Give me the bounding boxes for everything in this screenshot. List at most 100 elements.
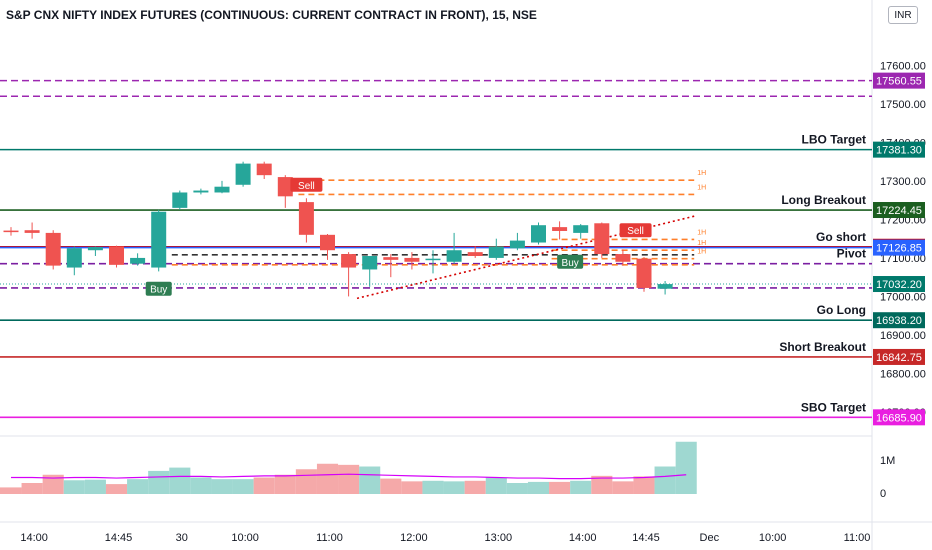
candle-body [488, 246, 504, 258]
candle-body [467, 252, 483, 256]
candle [467, 246, 483, 258]
volume-bar [675, 441, 697, 494]
volume-bar [422, 480, 444, 494]
time-tick-label: 14:45 [105, 532, 133, 544]
volume-bar [443, 481, 465, 494]
price-badge [873, 72, 925, 89]
volume-bar [591, 475, 613, 494]
level-name: Short Breakout [779, 340, 866, 354]
time-axis: 14:00 14:45 30 10:00 11:00 12:00 13:00 14:00 14:… [20, 532, 870, 544]
volume-bar [169, 467, 191, 494]
volume-bar [506, 483, 528, 494]
volume-bar [0, 487, 22, 494]
sell-signal-box [290, 177, 323, 192]
volume-bar [612, 481, 634, 494]
candle [130, 253, 146, 266]
candle [193, 188, 209, 195]
candle-body [657, 284, 673, 289]
price-badge-label: 16842.75 [876, 352, 922, 364]
candle [151, 209, 167, 272]
session-level-tag: 1H [697, 184, 706, 191]
volume-bar [380, 478, 402, 494]
volume-bar [63, 480, 85, 494]
candle [509, 232, 525, 251]
volume-bar [105, 484, 128, 494]
candle-body [341, 254, 357, 268]
volume-bar [295, 469, 317, 494]
candle [615, 249, 631, 266]
price-badge-label: 17126.85 [876, 243, 922, 255]
volume-ma-line [11, 473, 687, 480]
candle-body [573, 225, 589, 233]
time-tick-label: 14:45 [632, 532, 660, 544]
level-labels: 17560.55 LBO Target 17381.30 Long Breakout 1… [779, 72, 925, 426]
session-level-tag: 1H [697, 229, 706, 236]
level-name: Go Long [817, 303, 866, 317]
price-badge-label: 17224.45 [876, 205, 922, 217]
price-badge [873, 276, 925, 293]
candle-body [552, 227, 568, 231]
price-badge-label: 16938.20 [876, 315, 922, 327]
volume-bar [84, 479, 106, 494]
candle [383, 254, 399, 278]
level-name: LBO Target [802, 133, 866, 147]
candle [636, 257, 652, 292]
volume-bar [359, 466, 381, 494]
candle [404, 252, 420, 270]
time-tick-label: 10:00 [759, 532, 787, 544]
candle [277, 175, 293, 208]
level-name: Long Breakout [781, 193, 866, 207]
price-badge [873, 202, 925, 219]
candle [657, 281, 673, 295]
candle-body [594, 223, 610, 255]
price-badge-label: 17560.55 [876, 76, 922, 88]
volume-bar [127, 479, 149, 494]
candle [531, 222, 546, 245]
time-tick-label: Dec [700, 532, 720, 544]
candle [45, 230, 61, 270]
candle [298, 198, 314, 243]
time-tick-label: 30 [176, 532, 188, 544]
time-tick-label: 14:00 [20, 532, 48, 544]
candle-body [531, 225, 546, 243]
volume-bar [401, 481, 423, 494]
candle-body [66, 248, 82, 268]
volume-bar [211, 479, 233, 494]
price-tick-label: 17300.00 [880, 176, 926, 188]
price-tick-label: 17500.00 [880, 99, 926, 111]
price-badge-label: 17032.20 [876, 279, 922, 291]
candle-body [636, 258, 652, 288]
price-tick-label: 17000.00 [880, 291, 926, 303]
session-level-tag: 1H [697, 240, 706, 247]
volume-bar [42, 474, 64, 494]
candle [341, 252, 357, 297]
volume-bar [654, 466, 676, 494]
candle-body [45, 232, 61, 266]
price-tick-label: 17600.00 [880, 60, 926, 72]
price-tick-label: 16800.00 [880, 368, 926, 380]
volume-bar [253, 477, 275, 494]
candle-body [109, 246, 124, 265]
time-tick-label: 11:00 [844, 532, 871, 544]
time-tick-label: 10:00 [231, 532, 259, 544]
level-name: Pivot [837, 247, 866, 261]
candle [446, 232, 462, 264]
candle [594, 222, 610, 258]
candle-body [404, 257, 420, 262]
candle-body [87, 247, 103, 251]
currency-badge[interactable]: INR [888, 6, 918, 24]
candle-body [130, 257, 146, 264]
candle-body [214, 186, 230, 193]
volume-bars [0, 441, 697, 494]
candle [425, 250, 441, 274]
volume-bar [570, 480, 592, 494]
candle [109, 245, 124, 268]
volume-bar [148, 470, 170, 494]
candle [320, 234, 335, 260]
candle-body [3, 230, 19, 233]
volume-bar [464, 480, 486, 494]
level-name: SBO Target [801, 400, 866, 414]
volume-bar [485, 477, 507, 494]
